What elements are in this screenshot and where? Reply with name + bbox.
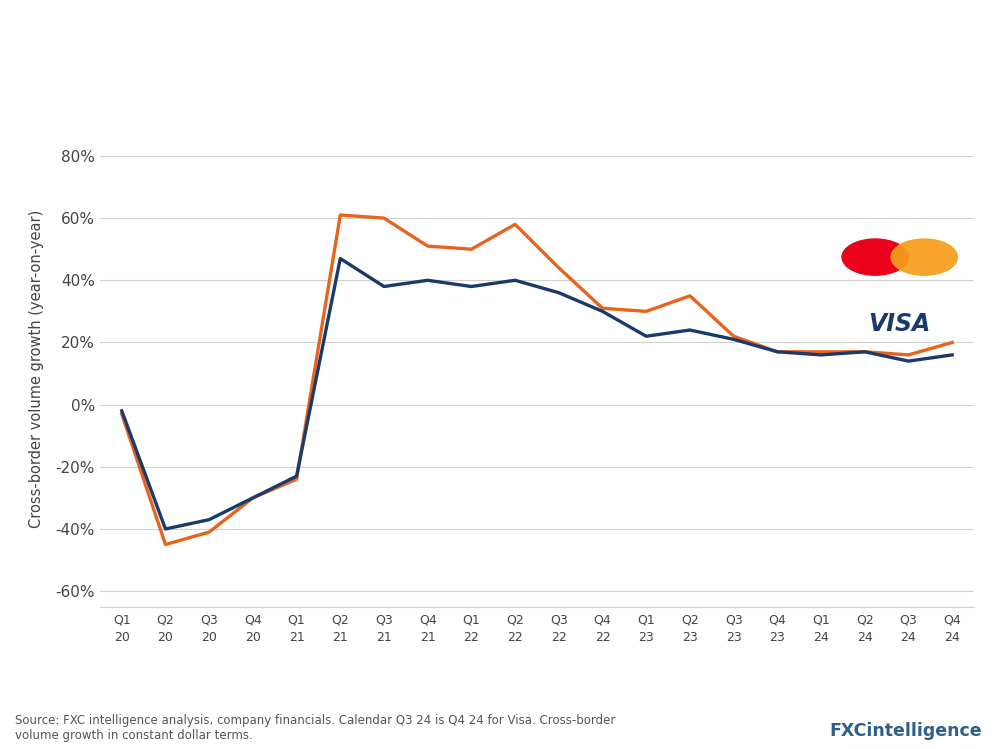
Circle shape: [842, 239, 908, 275]
Text: FXCintelligence: FXCintelligence: [829, 722, 982, 740]
Text: Source: FXC intelligence analysis, company financials. Calendar Q3 24 is Q4 24 f: Source: FXC intelligence analysis, compa…: [15, 714, 615, 742]
Text: Overall cross-border volume growth, calendar Q1 2020-Q4 2024: Overall cross-border volume growth, cale…: [18, 82, 580, 100]
Text: Visa and Mastercard both see uptick in cross-border volume: Visa and Mastercard both see uptick in c…: [18, 29, 841, 53]
Circle shape: [891, 239, 957, 275]
Y-axis label: Cross-border volume growth (year-on-year): Cross-border volume growth (year-on-year…: [29, 210, 44, 528]
Text: VISA: VISA: [868, 312, 931, 336]
